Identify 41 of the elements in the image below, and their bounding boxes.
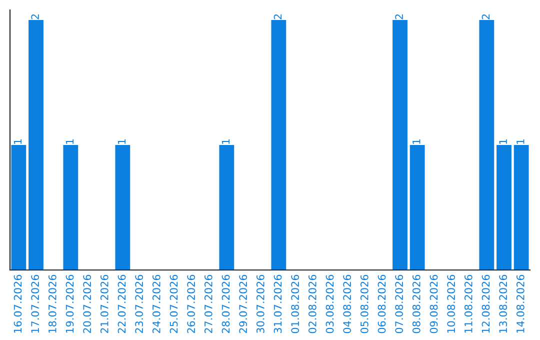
data-label: 1 xyxy=(14,139,22,144)
x-tick-label: 27.07.2026 xyxy=(204,274,212,334)
data-label: 1 xyxy=(66,139,74,144)
x-tick-label: 04.08.2026 xyxy=(343,274,352,334)
x-tick-label: 30.07.2026 xyxy=(256,274,264,334)
data-label: 2 xyxy=(482,14,490,20)
x-tick-label: 22.07.2026 xyxy=(118,274,126,334)
x-tick-label: 14.08.2026 xyxy=(516,274,524,333)
x-tick-label: 17.07.2026 xyxy=(31,274,40,333)
x-tick-label: 25.07.2026 xyxy=(170,274,178,334)
x-tick-label: 23.07.2026 xyxy=(135,274,144,334)
x-tick-label: 07.08.2026 xyxy=(395,274,404,334)
data-label: 1 xyxy=(499,139,507,144)
x-tick-label: 21.07.2026 xyxy=(100,274,108,334)
data-label: 2 xyxy=(31,14,39,20)
data-label: 1 xyxy=(222,139,230,144)
x-tick-label: 01.08.2026 xyxy=(291,274,300,334)
data-label: 1 xyxy=(118,139,126,144)
x-tick-label: 11.08.2026 xyxy=(464,274,472,333)
x-tick-label: 05.08.2026 xyxy=(360,274,368,334)
x-tick-label: 20.07.2026 xyxy=(83,274,92,334)
data-label: 1 xyxy=(412,139,420,144)
data-label: 1 xyxy=(516,139,524,144)
x-tick-label: 03.08.2026 xyxy=(326,274,334,334)
x-tick-label: 31.07.2026 xyxy=(274,274,282,334)
x-tick-label: 08.08.2026 xyxy=(412,274,420,334)
x-tick-label: 19.07.2026 xyxy=(66,274,74,333)
x-tick-label: 24.07.2026 xyxy=(152,274,160,334)
data-label: 2 xyxy=(395,14,403,20)
x-tick-label: 18.07.2026 xyxy=(48,274,56,333)
x-tick-label: 09.08.2026 xyxy=(430,274,438,334)
x-tick-label: 06.08.2026 xyxy=(378,274,386,334)
x-tick-label: 12.08.2026 xyxy=(482,274,490,333)
x-tick-label: 26.07.2026 xyxy=(187,274,196,334)
x-tick-label: 28.07.2026 xyxy=(222,274,230,334)
x-tick-label: 02.08.2026 xyxy=(308,274,316,334)
x-tick-label: 16.07.2026 xyxy=(14,274,22,333)
x-tick-label: 10.08.2026 xyxy=(447,274,456,333)
x-tick-label: 13.08.2026 xyxy=(499,274,508,333)
data-label: 2 xyxy=(274,14,282,20)
x-tick-label: 29.07.2026 xyxy=(239,274,248,334)
